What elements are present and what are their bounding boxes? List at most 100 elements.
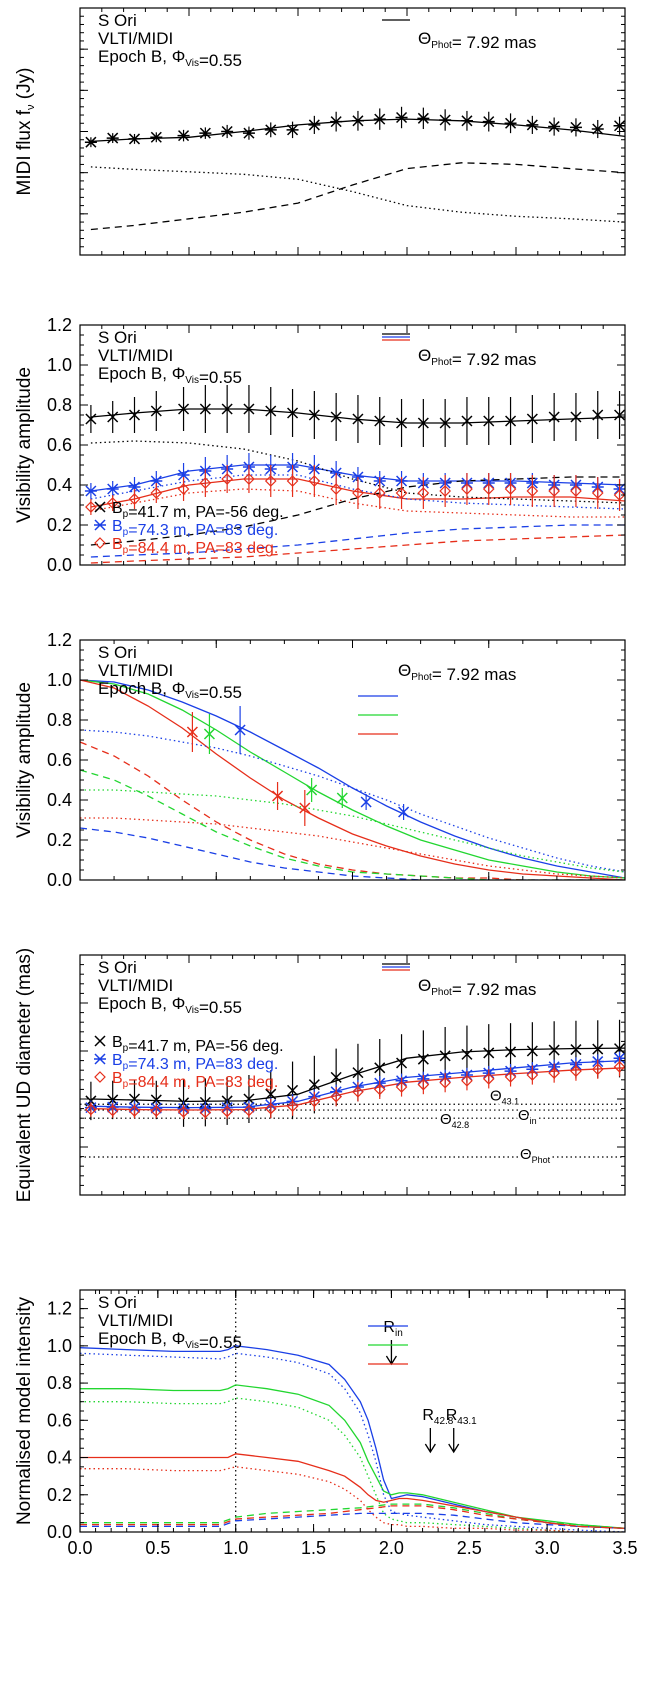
data-point <box>505 1046 517 1058</box>
data-point <box>287 407 299 419</box>
data-point <box>505 415 517 427</box>
data-point <box>417 1053 429 1065</box>
data-point <box>203 728 215 740</box>
data-point <box>265 405 277 417</box>
data-point <box>526 485 539 497</box>
data-point <box>373 113 386 125</box>
x-tick-label: 1.0 <box>223 1538 248 1558</box>
data-point <box>461 483 473 495</box>
data-point <box>592 409 604 421</box>
data-point <box>570 1044 582 1056</box>
data-point <box>504 117 517 129</box>
data-point <box>264 124 277 136</box>
y-tick-label: 0.2 <box>47 830 72 850</box>
data-point <box>106 483 119 495</box>
data-point <box>308 475 321 487</box>
data-point <box>592 1043 604 1055</box>
data-point <box>461 1048 473 1060</box>
x-tick-label: 3.0 <box>535 1538 560 1558</box>
x-tick-label: 0.0 <box>67 1538 92 1558</box>
data-point <box>234 724 246 736</box>
data-point <box>107 411 119 423</box>
y-tick-label: 0.4 <box>47 790 72 810</box>
data-point <box>308 1079 320 1091</box>
reference-line-label: ΘPhot <box>520 1146 551 1165</box>
data-point <box>330 116 343 128</box>
legend-entry: Bp=41.7 m, PA=-56 deg. <box>112 1034 284 1055</box>
data-layer <box>84 106 625 231</box>
legend-marker <box>94 519 106 531</box>
y-tick-label: 1.2 <box>47 630 72 650</box>
y-tick-label: 0.6 <box>47 435 72 455</box>
data-point <box>243 473 255 485</box>
y-tick-label: 1.0 <box>47 1336 72 1356</box>
data-point <box>504 1071 517 1083</box>
data-point <box>128 1093 141 1105</box>
data-point <box>570 411 582 423</box>
data-point <box>128 493 141 505</box>
data-point <box>177 483 190 495</box>
annotation-text: S Ori <box>98 11 137 30</box>
y-tick-label: 0.0 <box>47 555 72 575</box>
y-axis-title: MIDI flux fν (Jy) <box>14 68 37 196</box>
data-point <box>460 115 473 127</box>
data-point <box>526 1069 539 1081</box>
reference-line-label: Θ42.8 <box>440 1111 469 1130</box>
y-axis-title: Visibility amplitude <box>14 682 35 838</box>
data-point <box>398 806 410 818</box>
x-tick-label: 0.5 <box>145 1538 170 1558</box>
data-point <box>570 1065 582 1078</box>
model-line-solid <box>80 1453 625 1529</box>
legend-subtitle: ΘPhot= 7.92 mas <box>398 661 516 684</box>
y-tick-label: 1.0 <box>47 670 72 690</box>
data-point <box>150 487 163 499</box>
y-tick-label: 0.2 <box>47 515 72 535</box>
data-point <box>374 1062 386 1074</box>
data-point <box>150 1094 162 1106</box>
model-line-solid <box>80 679 625 879</box>
data-point <box>106 132 119 144</box>
data-point <box>186 726 198 738</box>
data-point <box>613 489 625 501</box>
data-point <box>199 403 211 415</box>
data-point <box>264 475 277 487</box>
data-point <box>613 120 625 132</box>
y-tick-label: 1.0 <box>47 355 72 375</box>
legend-subtitle: ΘPhot= 7.92 mas <box>418 346 536 369</box>
legend-marker <box>94 1071 106 1083</box>
arrow-marker <box>448 1428 460 1454</box>
data-point <box>199 127 212 139</box>
data-point <box>417 487 430 499</box>
data-layer <box>80 1019 625 1158</box>
data-point <box>128 481 141 493</box>
legend-marker <box>94 1053 106 1065</box>
data-point <box>526 413 538 425</box>
y-tick-label: 0.8 <box>47 710 72 730</box>
data-point <box>482 483 495 495</box>
data-point <box>614 1043 625 1055</box>
data-point <box>439 1050 451 1062</box>
y-tick-label: 0.4 <box>47 1448 72 1468</box>
data-point <box>287 1084 299 1096</box>
annotation-text: S Ori <box>98 643 137 662</box>
data-point <box>330 1090 342 1103</box>
data-point <box>265 1088 277 1100</box>
data-layer <box>80 679 625 880</box>
model-line-dashed <box>90 534 625 564</box>
data-point <box>330 1071 342 1083</box>
annotation-text: Epoch B, ΦVis=0.55 <box>98 47 242 70</box>
model-line-dashed <box>80 769 625 880</box>
legend-entry: Bp=74.3 m, PA=83 deg. <box>112 1052 278 1073</box>
data-point <box>548 485 560 497</box>
data-point <box>243 1093 255 1105</box>
data-point <box>177 469 190 481</box>
annotation-text: VLTI/MIDI <box>98 661 173 680</box>
data-point <box>483 1047 495 1059</box>
model-line-dashed <box>80 1512 625 1529</box>
data-point <box>150 1105 163 1117</box>
data-point <box>128 1105 141 1117</box>
plot-frame <box>79 954 626 1196</box>
data-point <box>548 1067 560 1079</box>
legend-entry: Bp=84.4 m, PA=83 deg. <box>112 1070 278 1091</box>
